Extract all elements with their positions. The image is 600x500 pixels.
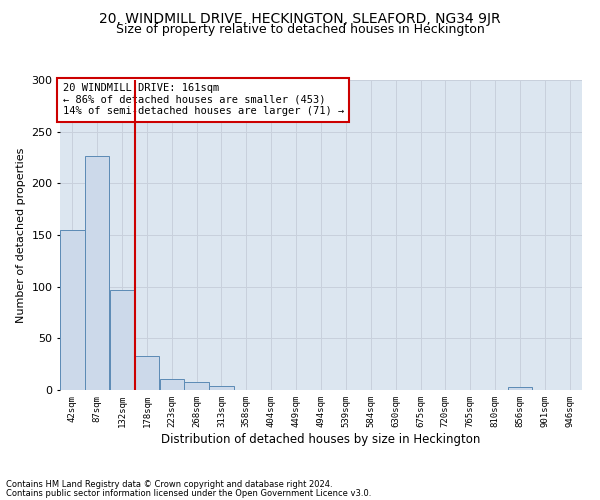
Bar <box>184 382 209 390</box>
Text: 20, WINDMILL DRIVE, HECKINGTON, SLEAFORD, NG34 9JR: 20, WINDMILL DRIVE, HECKINGTON, SLEAFORD… <box>99 12 501 26</box>
Text: Contains HM Land Registry data © Crown copyright and database right 2024.: Contains HM Land Registry data © Crown c… <box>6 480 332 489</box>
Bar <box>85 156 109 390</box>
Bar <box>209 386 233 390</box>
Text: 20 WINDMILL DRIVE: 161sqm
← 86% of detached houses are smaller (453)
14% of semi: 20 WINDMILL DRIVE: 161sqm ← 86% of detac… <box>62 83 344 116</box>
Bar <box>160 378 184 390</box>
Bar <box>110 290 134 390</box>
Bar <box>508 387 532 390</box>
Bar <box>60 230 85 390</box>
Text: Contains public sector information licensed under the Open Government Licence v3: Contains public sector information licen… <box>6 488 371 498</box>
X-axis label: Distribution of detached houses by size in Heckington: Distribution of detached houses by size … <box>161 432 481 446</box>
Y-axis label: Number of detached properties: Number of detached properties <box>16 148 26 322</box>
Text: Size of property relative to detached houses in Heckington: Size of property relative to detached ho… <box>116 22 484 36</box>
Bar <box>135 356 160 390</box>
